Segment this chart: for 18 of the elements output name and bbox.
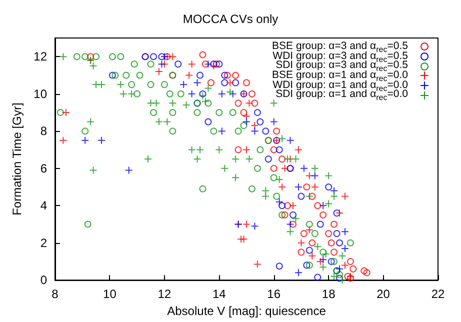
x-tick-label: 14	[212, 287, 226, 302]
y-tick-label: 10	[34, 86, 48, 101]
y-tick-label: 6	[40, 161, 48, 176]
y-tick-label: 12	[34, 50, 48, 64]
x-tick-label: 8	[52, 287, 59, 302]
chart-title: MOCCA CVs only	[182, 12, 278, 26]
x-tick-label: 12	[158, 287, 172, 302]
y-tick-label: 8	[40, 124, 48, 138]
x-tick-label: 20	[376, 287, 390, 302]
x-axis-title: Absolute V [mag]: quiescence	[167, 304, 326, 318]
x-tick-label: 22	[431, 287, 445, 302]
y-tick-label: 0	[40, 273, 48, 288]
y-tick-label: 4	[40, 198, 48, 213]
x-tick-label: 16	[267, 287, 281, 302]
y-axis-title: Formation Time [Gyr]	[10, 102, 24, 216]
x-tick-label: 10	[103, 287, 117, 302]
y-tick-label: 2	[40, 236, 48, 250]
x-tick-label: 18	[322, 287, 336, 302]
